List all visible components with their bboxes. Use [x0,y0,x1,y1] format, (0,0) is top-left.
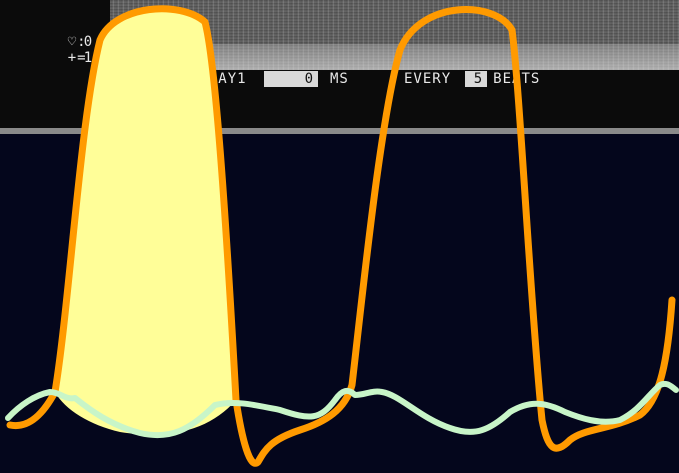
pressure-trace [6,5,676,467]
every-label: EVERY [404,71,452,87]
panel-separator [0,128,679,134]
heart-rate-icon: ♡: [67,34,87,50]
secondary-trace [5,380,679,439]
heart-rate-value: 0 [83,34,94,50]
plus-icon: += [67,50,87,66]
heart-rate-readout: ♡:0 [30,18,93,66]
systolic-fill-area [55,8,236,435]
delay-unit: MS [330,71,349,87]
delay-value-field[interactable]: 0 [264,71,318,87]
every-setting: EVERY 5 BEATS [404,70,540,88]
every-value-field[interactable]: 5 [465,71,488,87]
delay-value-group: 0 MS [264,70,349,88]
